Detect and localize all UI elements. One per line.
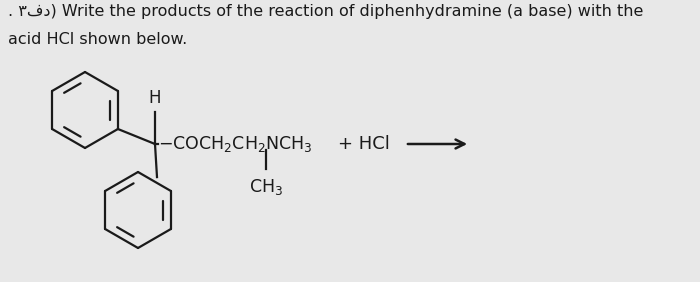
Text: acid HCl shown below.: acid HCl shown below. — [8, 32, 188, 47]
Text: H: H — [148, 89, 161, 107]
Text: $\mathregular{-COCH_2CH_2NCH_3}$: $\mathregular{-COCH_2CH_2NCH_3}$ — [158, 134, 313, 154]
Text: $\mathregular{CH_3}$: $\mathregular{CH_3}$ — [249, 177, 283, 197]
Text: . ۳فد) Write the products of the reaction of diphenhydramine (a base) with the: . ۳فد) Write the products of the reactio… — [8, 4, 643, 19]
Text: + HCl: + HCl — [338, 135, 390, 153]
